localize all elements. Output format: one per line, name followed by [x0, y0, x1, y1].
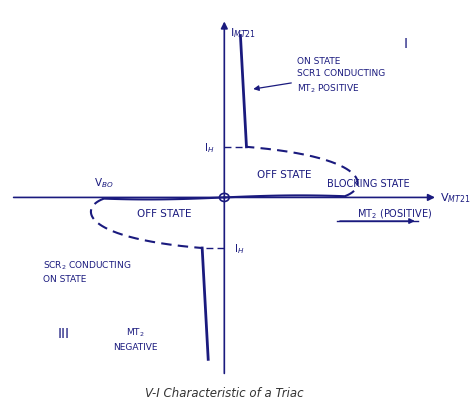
Text: OFF STATE: OFF STATE: [257, 169, 312, 179]
Text: OFF STATE: OFF STATE: [137, 208, 191, 218]
Text: I$_H$: I$_H$: [204, 141, 214, 154]
Text: V-I Characteristic of a Triac: V-I Characteristic of a Triac: [145, 386, 304, 399]
Text: BLOCKING STATE: BLOCKING STATE: [327, 179, 410, 188]
Text: III: III: [57, 326, 69, 340]
Text: MT$_2$
NEGATIVE: MT$_2$ NEGATIVE: [113, 326, 158, 351]
Text: V$_{BO}$: V$_{BO}$: [94, 176, 113, 190]
Text: I$_H$: I$_H$: [234, 241, 245, 255]
Text: I: I: [403, 36, 408, 50]
Text: SCR$_2$ CONDUCTING
ON STATE: SCR$_2$ CONDUCTING ON STATE: [43, 258, 131, 283]
Text: I$_{MT21}$: I$_{MT21}$: [230, 26, 256, 40]
Text: MT$_2$ (POSITIVE): MT$_2$ (POSITIVE): [357, 207, 432, 221]
Text: ON STATE
SCR1 CONDUCTING
MT$_2$ POSITIVE: ON STATE SCR1 CONDUCTING MT$_2$ POSITIVE: [255, 57, 385, 95]
Text: V$_{MT21}$: V$_{MT21}$: [440, 191, 470, 205]
